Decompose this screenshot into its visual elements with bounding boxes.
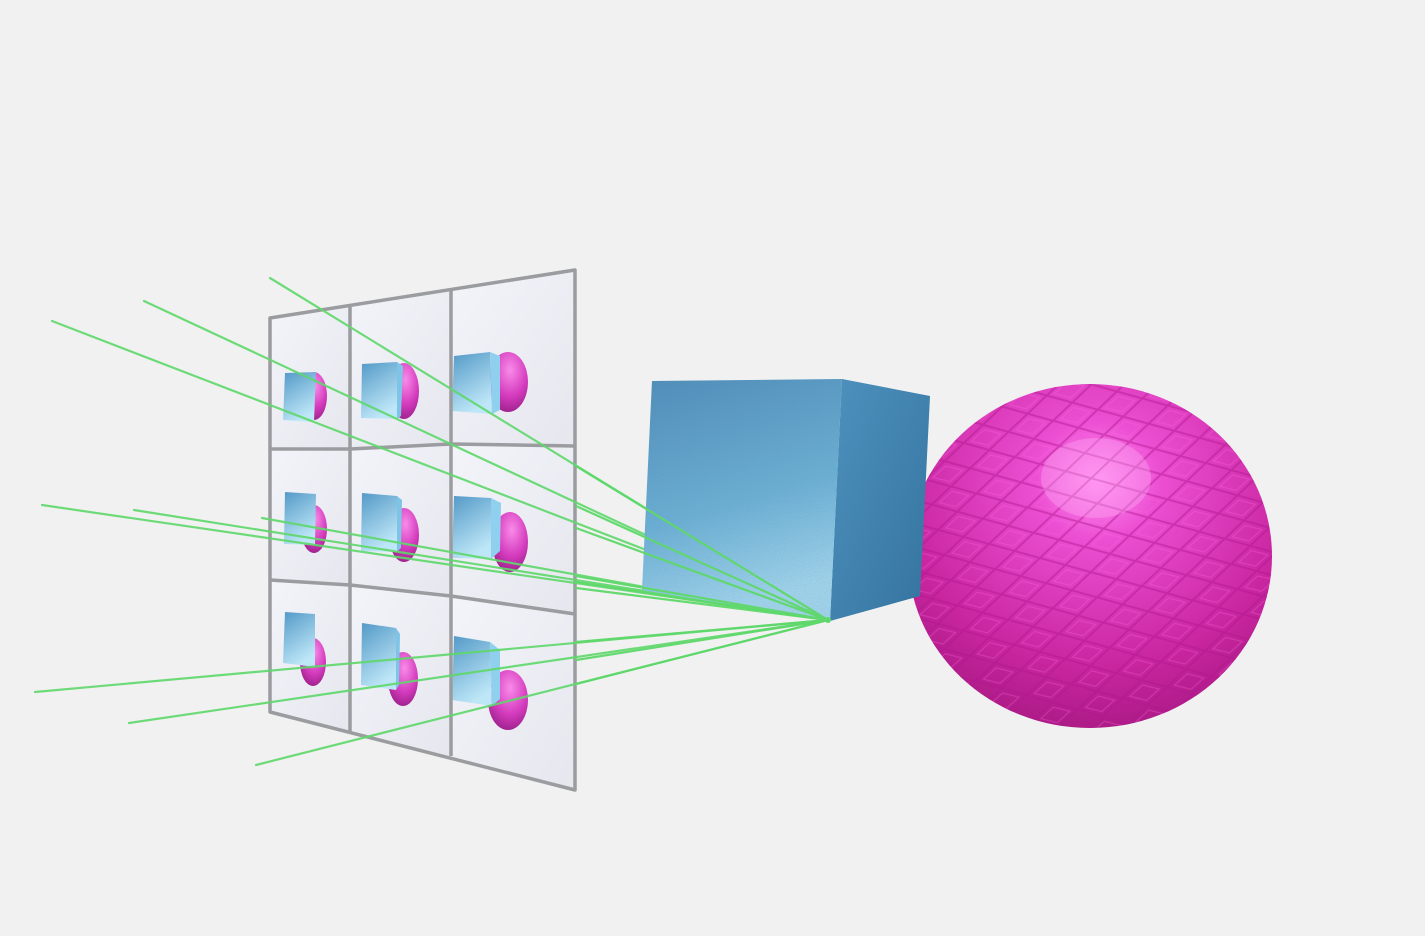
rays-over-cube: [574, 464, 830, 686]
textured-magenta-sphere: [908, 384, 1272, 728]
thumbnail-1-1: [283, 372, 327, 422]
thumbnail-3-1: [283, 612, 326, 686]
textured-blue-cube: [642, 379, 930, 621]
thumbnail-3-2: [361, 623, 418, 706]
thumbnail-1-3: [452, 352, 528, 414]
thumbnail-1-2: [361, 362, 419, 419]
thumbnail-2-1: [284, 492, 327, 553]
image-grid: [268, 268, 577, 792]
grid-frame: [268, 268, 577, 792]
ray-3-2: [127, 618, 830, 725]
thumbnail-2-3: [452, 496, 528, 572]
focal-point: [825, 617, 831, 623]
